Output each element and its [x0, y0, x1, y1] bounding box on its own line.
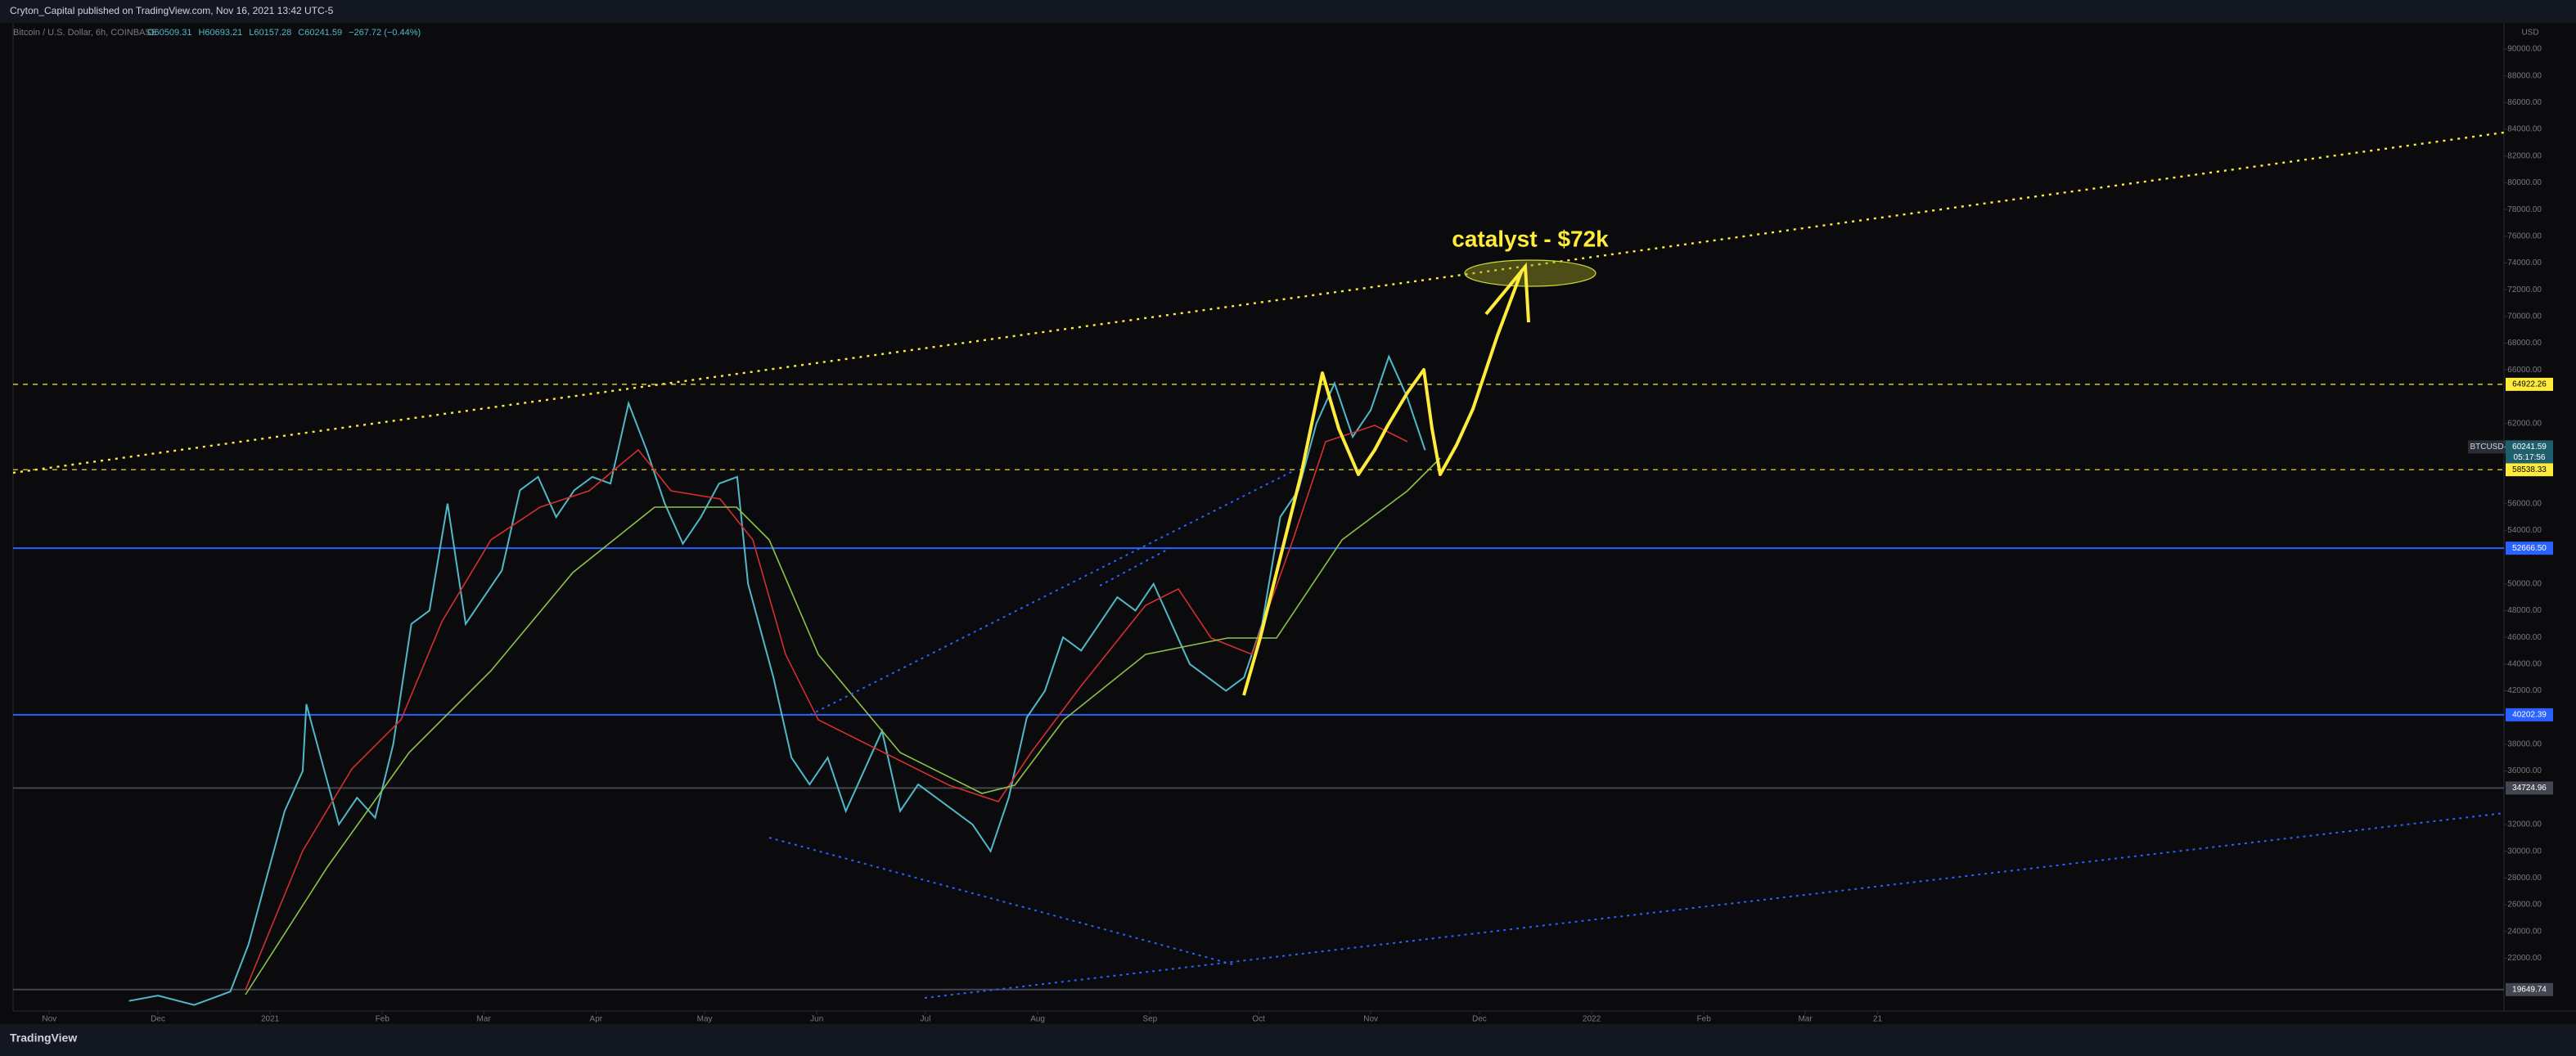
currency: USD — [2521, 29, 2538, 38]
target-zone — [1464, 259, 1596, 287]
trend-line — [1099, 547, 1171, 586]
x-tick-label: Dec — [151, 1015, 165, 1024]
y-tick-label: 30000.00 — [2507, 847, 2542, 856]
x-tick-label: Feb — [1697, 1015, 1712, 1024]
level-label: 64922.26 — [2512, 380, 2547, 389]
y-tick-label: 70000.00 — [2507, 312, 2542, 321]
header: Cryton_Capital published on TradingView.… — [10, 5, 334, 16]
trend-line — [768, 837, 1236, 966]
level-tag — [2506, 982, 2553, 996]
y-tick-label: 80000.00 — [2507, 178, 2542, 187]
y-tick-label: 84000.00 — [2507, 125, 2542, 134]
level-tag — [2506, 463, 2553, 477]
x-tick-label: Mar — [477, 1015, 492, 1024]
y-tick-label: 74000.00 — [2507, 258, 2542, 267]
x-tick-label: Aug — [1030, 1015, 1045, 1024]
y-tick-label: 90000.00 — [2507, 45, 2542, 54]
trend-line — [809, 470, 1294, 716]
x-tick-label: Mar — [1798, 1015, 1813, 1024]
y-tick-label: 82000.00 — [2507, 151, 2542, 160]
top-bar — [0, 0, 2576, 23]
y-tick-label: 76000.00 — [2507, 231, 2542, 240]
ohlc-value: L60157.28 — [249, 28, 291, 38]
y-tick-label: 62000.00 — [2507, 419, 2542, 428]
projection-path — [1242, 269, 1524, 696]
y-tick-label: 54000.00 — [2507, 526, 2542, 535]
price-tag — [2506, 440, 2553, 464]
y-tick-label: 68000.00 — [2507, 339, 2542, 348]
bottom-bar — [0, 1024, 2576, 1056]
ohlc-value: C60241.59 — [298, 28, 342, 38]
level-label: 40202.39 — [2512, 711, 2547, 720]
y-tick-label: 50000.00 — [2507, 579, 2542, 588]
y-tick-label: 48000.00 — [2507, 606, 2542, 615]
ma-green — [245, 457, 1441, 995]
ohlc-value: H60693.21 — [198, 28, 242, 38]
y-tick-label: 46000.00 — [2507, 633, 2542, 642]
y-tick-label: 88000.00 — [2507, 71, 2542, 80]
y-tick-label: 22000.00 — [2507, 954, 2542, 963]
arrow — [1484, 262, 1530, 323]
x-tick-label: Dec — [1472, 1015, 1487, 1024]
x-tick-label: Jul — [921, 1015, 931, 1024]
x-tick-label: Jun — [810, 1015, 823, 1024]
symbol: Bitcoin / U.S. Dollar, 6h, COINBASE — [13, 28, 157, 38]
x-tick-label: Oct — [1252, 1015, 1265, 1024]
x-tick-label: May — [697, 1015, 713, 1024]
x-tick-label: Apr — [590, 1015, 603, 1024]
y-tick-label: 32000.00 — [2507, 820, 2542, 829]
level-label: 58538.33 — [2512, 465, 2547, 474]
y-tick-label: 86000.00 — [2507, 98, 2542, 107]
level-label: 34724.96 — [2512, 784, 2547, 793]
y-tick-label: 26000.00 — [2507, 901, 2542, 910]
y-tick-label: 36000.00 — [2507, 766, 2542, 775]
ohlc-value: O60509.31 — [147, 28, 191, 38]
x-tick-label: Feb — [376, 1015, 390, 1024]
y-tick-label: 28000.00 — [2507, 874, 2542, 883]
drawings — [12, 131, 2505, 999]
level-tag — [2506, 781, 2553, 795]
x-tick-label: Nov — [1363, 1015, 1378, 1024]
ohlc-value: −267.72 (−0.44%) — [349, 28, 421, 38]
x-tick-label: Nov — [42, 1015, 56, 1024]
countdown: 05:17:56 — [2514, 453, 2546, 462]
annotation: catalyst - $72k — [1452, 226, 1609, 251]
level-label: 19649.74 — [2512, 985, 2547, 994]
y-tick-label: 44000.00 — [2507, 659, 2542, 668]
level-tag — [2506, 377, 2553, 391]
x-tick-label: 2022 — [1583, 1015, 1601, 1024]
level-label: 52666.50 — [2512, 544, 2547, 553]
y-tick-label: 56000.00 — [2507, 499, 2542, 508]
last-price: 60241.59 — [2512, 443, 2547, 452]
ticker-tag — [2468, 440, 2506, 454]
level-tag — [2506, 541, 2553, 555]
y-tick-label: 24000.00 — [2507, 927, 2542, 936]
x-tick-label: Sep — [1142, 1015, 1157, 1024]
x-tick-label: 2021 — [261, 1015, 280, 1024]
price-line — [128, 354, 1426, 1006]
y-tick-label: 42000.00 — [2507, 686, 2542, 695]
y-tick-label: 78000.00 — [2507, 205, 2542, 214]
ticker: BTCUSD — [2470, 443, 2503, 452]
x-tick-label: 21 — [1873, 1015, 1883, 1024]
footer-logo: TradingView — [10, 1031, 77, 1045]
y-tick-label: 66000.00 — [2507, 366, 2542, 375]
level-tag — [2506, 708, 2553, 721]
y-tick-label: 72000.00 — [2507, 285, 2542, 294]
ma-red — [245, 425, 1408, 991]
y-tick-label: 38000.00 — [2507, 740, 2542, 749]
